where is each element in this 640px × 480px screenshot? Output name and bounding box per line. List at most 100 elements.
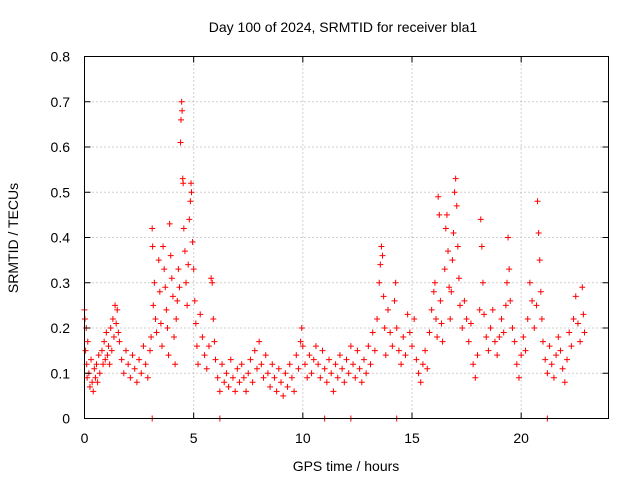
data-point [210,315,217,322]
data-point [518,352,525,359]
data-point [178,116,185,123]
data-point [105,343,112,350]
data-point [306,352,313,359]
data-point [191,297,198,304]
data-point [507,297,514,304]
data-point [136,356,143,363]
data-point [398,361,405,368]
data-point [457,302,464,309]
data-point [550,374,557,381]
data-point [109,315,116,322]
data-point [84,338,91,345]
data-point [223,370,230,377]
data-point [377,261,384,268]
data-point [144,374,151,381]
data-point [180,180,187,187]
data-point [336,352,343,359]
data-point [577,338,584,345]
data-point [103,329,110,336]
data-point [138,370,145,377]
data-point [88,356,95,363]
data-point [188,180,195,187]
data-point [513,361,520,368]
data-point [156,288,163,295]
data-point [535,229,542,236]
data-point [253,365,260,372]
data-point [127,374,134,381]
data-point [438,320,445,327]
data-point [472,374,479,381]
data-point [579,284,586,291]
data-point [332,361,339,368]
data-point [319,347,326,354]
data-point [225,383,232,390]
data-point [175,266,182,273]
data-point [312,343,319,350]
data-point [446,284,453,291]
data-point [249,379,256,386]
data-point [379,252,386,259]
data-point [185,261,192,268]
data-point [176,284,183,291]
data-point [402,352,409,359]
data-point [180,225,187,232]
data-point [542,356,549,363]
data-point [555,334,562,341]
data-point [298,325,305,331]
data-point [113,320,120,327]
data-point [522,347,529,354]
data-point [216,388,223,395]
x-tick-label: 10 [295,430,311,446]
data-point [251,347,258,354]
data-point [96,370,103,377]
data-point [321,365,328,372]
data-point [184,302,191,309]
data-point [240,374,247,381]
data-point [267,383,274,390]
data-point [422,347,429,354]
data-point [112,302,119,309]
data-point [415,370,422,377]
data-point [310,356,317,363]
data-point [297,338,304,345]
data-point [443,211,450,218]
data-point [100,361,107,368]
data-point [374,315,381,322]
data-point [214,374,221,381]
data-point [187,198,194,205]
data-point [505,234,512,241]
data-point [534,198,541,205]
data-point [524,315,531,322]
data-point [566,329,573,336]
data-point [189,239,196,246]
axis-ticks [84,56,609,419]
data-point [92,374,99,381]
data-point [358,379,365,386]
data-point [166,220,173,227]
data-point [293,352,300,359]
data-point [347,343,354,350]
data-point [494,352,501,359]
data-point [142,361,149,368]
data-point [352,374,359,381]
y-tick-label: 0.2 [51,320,71,336]
data-point [150,302,157,309]
data-point [98,347,105,354]
data-point [116,338,123,345]
data-point [367,361,374,368]
data-point [431,279,438,286]
data-point [211,338,218,345]
data-point [286,361,293,368]
data-point [89,379,96,386]
data-point [506,266,513,273]
data-point [439,338,446,345]
data-point [487,325,494,331]
data-point [489,306,496,313]
data-point [165,352,172,359]
data-point [264,370,271,377]
data-point [256,338,263,345]
data-point [164,325,171,331]
x-tick-label: 20 [513,430,529,446]
data-point [450,229,457,236]
data-point [531,325,538,331]
